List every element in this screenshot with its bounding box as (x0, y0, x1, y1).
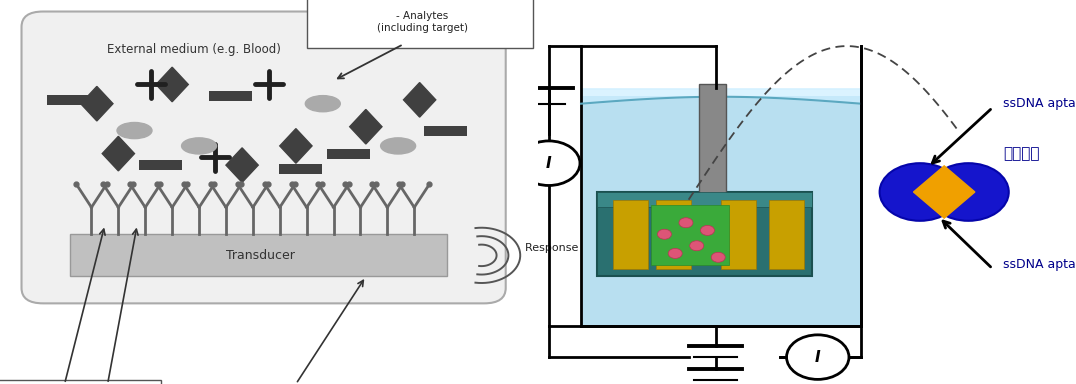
FancyBboxPatch shape (139, 160, 182, 170)
Circle shape (711, 252, 725, 262)
FancyBboxPatch shape (327, 149, 370, 159)
FancyBboxPatch shape (581, 96, 861, 326)
FancyBboxPatch shape (721, 200, 755, 269)
Text: Transducer: Transducer (226, 249, 296, 262)
FancyBboxPatch shape (424, 126, 467, 136)
FancyBboxPatch shape (597, 192, 812, 276)
Ellipse shape (117, 122, 152, 139)
FancyBboxPatch shape (699, 84, 726, 207)
Ellipse shape (182, 138, 216, 154)
FancyBboxPatch shape (651, 205, 730, 265)
Circle shape (518, 141, 580, 185)
FancyBboxPatch shape (209, 91, 252, 101)
FancyBboxPatch shape (597, 192, 812, 207)
FancyBboxPatch shape (307, 0, 533, 48)
FancyBboxPatch shape (769, 200, 804, 269)
Text: - Analytes
(including target): - Analytes (including target) (377, 11, 468, 33)
Circle shape (657, 229, 671, 239)
Circle shape (700, 225, 714, 235)
Text: ssDNA aptamer: ssDNA aptamer (1003, 258, 1076, 271)
Polygon shape (156, 67, 188, 102)
Polygon shape (280, 129, 312, 163)
Circle shape (679, 218, 693, 228)
Text: I: I (546, 156, 552, 171)
FancyBboxPatch shape (0, 380, 161, 384)
Circle shape (787, 335, 849, 379)
Circle shape (690, 241, 704, 251)
FancyBboxPatch shape (613, 200, 648, 269)
Ellipse shape (306, 96, 340, 112)
Polygon shape (404, 83, 436, 117)
Text: ssDNA aptamer: ssDNA aptamer (1003, 97, 1076, 110)
Circle shape (668, 248, 682, 258)
Text: External medium (e.g. Blood): External medium (e.g. Blood) (107, 43, 281, 56)
FancyBboxPatch shape (22, 12, 506, 303)
Polygon shape (350, 109, 382, 144)
Circle shape (928, 163, 1009, 221)
Text: Response signal: Response signal (524, 243, 614, 253)
Polygon shape (102, 136, 134, 171)
Polygon shape (914, 166, 975, 218)
Circle shape (880, 163, 960, 221)
FancyBboxPatch shape (70, 234, 447, 276)
Polygon shape (226, 148, 258, 182)
Text: I: I (815, 349, 821, 365)
FancyBboxPatch shape (656, 200, 691, 269)
FancyBboxPatch shape (47, 95, 90, 105)
FancyBboxPatch shape (279, 164, 322, 174)
Polygon shape (81, 86, 113, 121)
Text: 타겟물질: 타겟물질 (1003, 146, 1039, 161)
Ellipse shape (381, 138, 415, 154)
